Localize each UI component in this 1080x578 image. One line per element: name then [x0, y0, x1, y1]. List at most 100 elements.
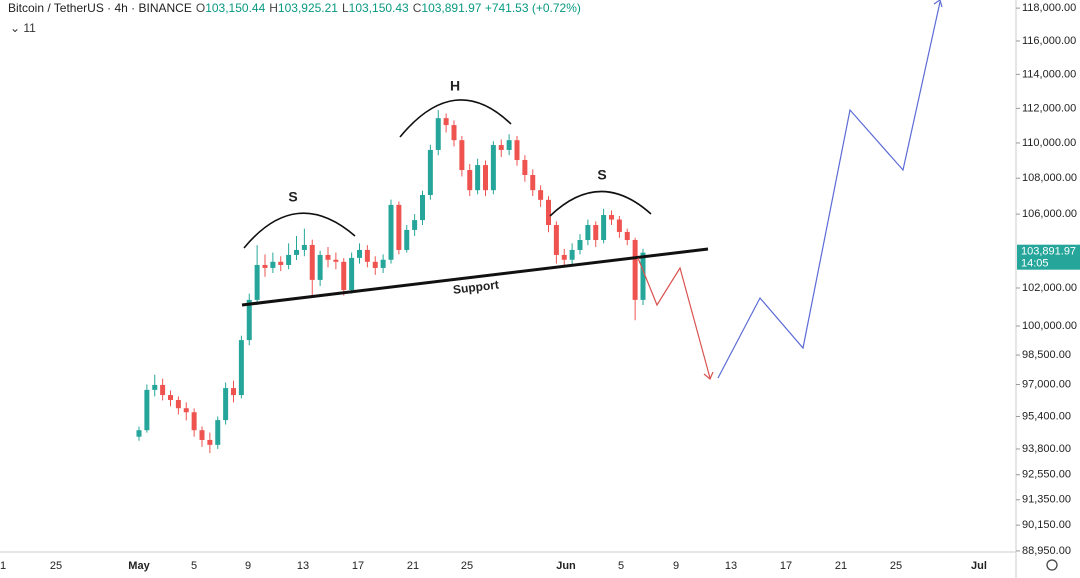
x-tick-label: 1: [0, 560, 6, 572]
candle-body: [301, 244, 307, 250]
candle-body: [309, 244, 315, 280]
candle-body: [538, 190, 544, 200]
y-tick-label: 93,800.00: [1022, 443, 1071, 455]
ohlc-key: L: [341, 1, 349, 15]
x-tick-label: 5: [618, 560, 624, 572]
candle-body: [451, 125, 457, 141]
x-tick-label: Jun: [556, 560, 576, 572]
y-tick-label: 92,550.00: [1022, 469, 1071, 481]
y-tick-label: 118,000.00: [1022, 2, 1076, 14]
ohlc-value: 103,150.43: [348, 1, 409, 15]
candle-body: [640, 252, 646, 300]
candle-body: [278, 261, 284, 265]
change: +741.53 (+0.72%): [484, 1, 581, 15]
candle-body: [609, 215, 614, 220]
candle-body: [475, 165, 481, 191]
candle-body: [160, 384, 166, 396]
candle-body: [207, 439, 213, 445]
candle-body: [632, 240, 638, 300]
candle-body: [238, 340, 244, 396]
candle-body: [561, 254, 567, 260]
x-tick-label: 21: [407, 560, 419, 572]
candle-body: [317, 254, 323, 280]
y-tick-label: 95,400.00: [1022, 410, 1071, 422]
head-arc: [399, 99, 512, 138]
shoulder-arc: [549, 190, 652, 217]
x-tick-label: 9: [245, 560, 251, 572]
price-tag-time: 14:05: [1021, 258, 1049, 270]
ohlc: O103,150.44 H103,925.21 L103,150.43 C103,89…: [192, 1, 482, 15]
x-tick-label: Jul: [971, 560, 987, 572]
y-tick-label: 98,500.00: [1022, 349, 1071, 361]
y-tick-label: 108,000.00: [1022, 172, 1077, 184]
candle-body: [199, 430, 205, 440]
candle-body: [585, 225, 591, 241]
candle-body: [396, 204, 402, 250]
candle-body: [467, 170, 473, 191]
candle-body: [349, 257, 355, 291]
annotation: S: [597, 167, 606, 183]
candle-body: [624, 231, 630, 241]
candle-body: [483, 165, 488, 191]
arrow-head: [703, 371, 714, 380]
candle-body: [168, 395, 173, 401]
candle-body: [506, 140, 512, 150]
ohlc-key: C: [412, 1, 422, 15]
candle-body: [380, 259, 386, 268]
ohlc-value: 103,150.44: [205, 1, 266, 15]
candle-body: [498, 145, 504, 150]
x-tick-label: 13: [725, 560, 737, 572]
candle-body: [443, 118, 449, 126]
y-tick-label: 116,000.00: [1022, 35, 1076, 47]
y-tick-label: 110,000.00: [1022, 137, 1076, 149]
candle-body: [357, 249, 362, 258]
y-tick-label: 91,350.00: [1022, 494, 1071, 506]
candle-body: [490, 145, 496, 191]
x-tick-label: 9: [673, 560, 679, 572]
indicators-toggle[interactable]: ⌄ 11: [10, 21, 36, 35]
symbol: Bitcoin / TetherUS · 4h · BINANCE: [8, 1, 192, 15]
candle-body: [262, 264, 268, 268]
bear-projection: [637, 257, 711, 379]
candle-body: [341, 261, 347, 291]
y-tick-label: 90,150.00: [1022, 519, 1071, 531]
y-tick-label: 102,000.00: [1022, 282, 1077, 294]
candle-body: [294, 249, 299, 255]
x-tick-label: 21: [835, 560, 847, 572]
candle-body: [388, 204, 394, 260]
y-tick-label: 100,000.00: [1022, 320, 1077, 332]
y-tick-label: 97,000.00: [1022, 378, 1071, 390]
candle-body: [191, 412, 197, 431]
x-tick-label: 17: [352, 560, 364, 572]
ohlc-key: O: [195, 1, 206, 15]
settings-icon[interactable]: [1046, 559, 1058, 571]
candle-body: [270, 261, 276, 268]
candle-body: [553, 225, 559, 255]
y-tick-label: 106,000.00: [1022, 208, 1077, 220]
annotation: S: [288, 189, 297, 205]
candle-body: [427, 149, 433, 195]
bull-projection: [717, 1, 941, 379]
candle-body: [372, 261, 378, 268]
candle-body: [333, 259, 339, 262]
candle-body: [246, 299, 252, 341]
candle-body: [254, 264, 260, 300]
candle-body: [530, 175, 536, 191]
y-tick-label: 112,000.00: [1022, 102, 1076, 114]
candle-body: [286, 254, 292, 265]
candle-body: [546, 199, 551, 226]
candle-body: [152, 384, 158, 390]
candle-body: [144, 389, 150, 431]
x-tick-label: 5: [191, 560, 197, 572]
annotation: H: [450, 78, 460, 94]
candle-body: [136, 430, 142, 437]
candle-body: [412, 220, 418, 230]
candle-body: [435, 118, 441, 150]
x-tick-label: May: [128, 560, 150, 572]
x-tick-label: 25: [461, 560, 473, 572]
price-tag-label: 103,891.97: [1021, 246, 1076, 258]
annotation: Support: [452, 278, 499, 297]
candle-body: [616, 219, 622, 232]
legend-header: Bitcoin / TetherUS · 4h · BINANCE O103,15…: [8, 1, 581, 15]
candle-body: [420, 194, 425, 221]
